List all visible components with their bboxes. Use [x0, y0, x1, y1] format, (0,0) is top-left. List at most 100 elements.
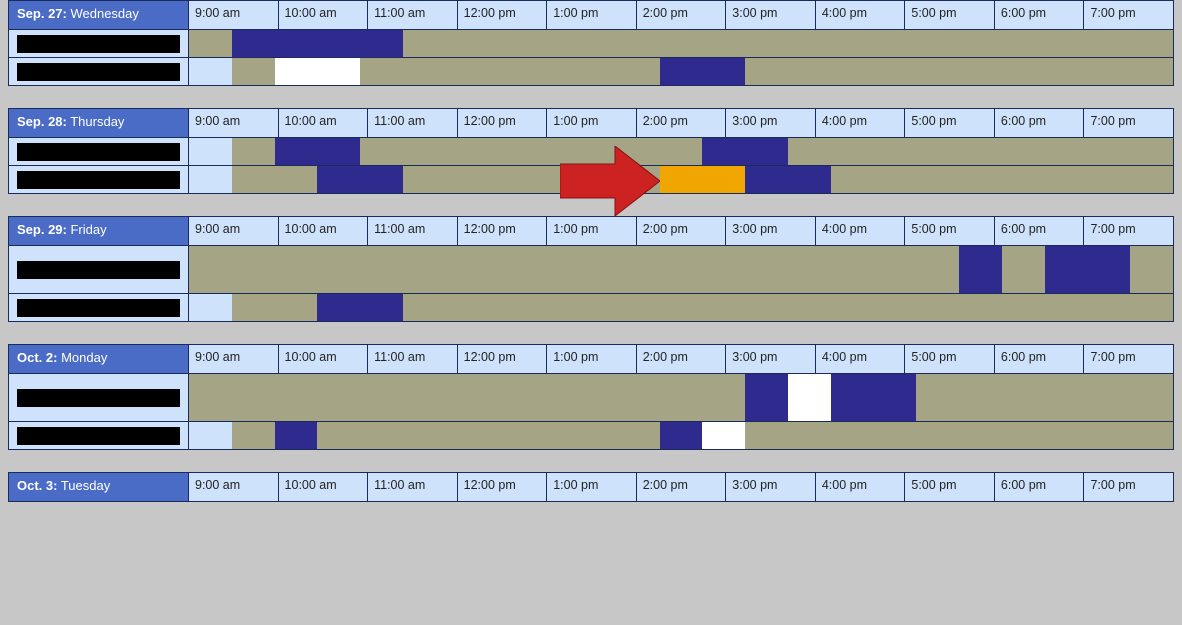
- person-label-cell: [9, 374, 189, 421]
- time-header-cell: 6:00 pm: [995, 109, 1085, 137]
- date-weekday: Monday: [57, 350, 107, 365]
- person-row: [9, 421, 1173, 449]
- availability-timeline[interactable]: [189, 138, 1173, 165]
- time-header-cell: 10:00 am: [279, 1, 369, 29]
- availability-segment-busy[interactable]: [702, 138, 788, 165]
- time-header-cell: 1:00 pm: [547, 1, 637, 29]
- person-row: [9, 245, 1173, 293]
- date-cell: Sep. 28: Thursday: [9, 109, 189, 137]
- time-header-cell: 5:00 pm: [905, 345, 995, 373]
- availability-segment-free[interactable]: [788, 374, 831, 421]
- person-row: [9, 57, 1173, 85]
- person-name-redacted: [17, 389, 180, 407]
- person-row: [9, 293, 1173, 321]
- date-bold: Sep. 28:: [17, 114, 67, 129]
- availability-timeline[interactable]: [189, 374, 1173, 421]
- availability-segment-busy[interactable]: [1045, 246, 1131, 293]
- day-block: Oct. 3: Tuesday9:00 am10:00 am11:00 am12…: [8, 472, 1174, 502]
- availability-timeline[interactable]: [189, 166, 1173, 193]
- time-header-cell: 11:00 am: [368, 1, 458, 29]
- time-header-cell: 12:00 pm: [458, 217, 548, 245]
- availability-segment-busy[interactable]: [317, 294, 403, 321]
- time-header-cell: 10:00 am: [279, 109, 369, 137]
- time-header-cell: 5:00 pm: [905, 1, 995, 29]
- time-header-cells: 9:00 am10:00 am11:00 am12:00 pm1:00 pm2:…: [189, 217, 1173, 245]
- time-header-cell: 1:00 pm: [547, 109, 637, 137]
- time-header-cell: 9:00 am: [189, 473, 279, 501]
- time-header-cell: 10:00 am: [279, 345, 369, 373]
- time-header-cells: 9:00 am10:00 am11:00 am12:00 pm1:00 pm2:…: [189, 109, 1173, 137]
- availability-segment-avail-left: [189, 166, 232, 193]
- availability-segment-busy[interactable]: [831, 374, 917, 421]
- time-header-cell: 7:00 pm: [1084, 217, 1173, 245]
- availability-segment-free[interactable]: [275, 58, 361, 85]
- availability-timeline[interactable]: [189, 246, 1173, 293]
- time-header-cell: 4:00 pm: [816, 345, 906, 373]
- time-header-cell: 2:00 pm: [637, 1, 727, 29]
- time-header-cell: 3:00 pm: [726, 473, 816, 501]
- date-cell: Oct. 3: Tuesday: [9, 473, 189, 501]
- person-name-redacted: [17, 261, 180, 279]
- time-header-cell: 9:00 am: [189, 217, 279, 245]
- person-label-cell: [9, 246, 189, 293]
- time-header-cell: 4:00 pm: [816, 109, 906, 137]
- date-bold: Sep. 27:: [17, 6, 67, 21]
- person-label-cell: [9, 422, 189, 449]
- availability-timeline[interactable]: [189, 294, 1173, 321]
- time-header-cells: 9:00 am10:00 am11:00 am12:00 pm1:00 pm2:…: [189, 473, 1173, 501]
- time-header-cell: 5:00 pm: [905, 109, 995, 137]
- availability-segment-avail-left: [189, 138, 232, 165]
- day-block: Sep. 28: Thursday9:00 am10:00 am11:00 am…: [8, 108, 1174, 194]
- availability-timeline[interactable]: [189, 30, 1173, 57]
- availability-segment-busy[interactable]: [275, 422, 318, 449]
- availability-segment-busy[interactable]: [232, 30, 403, 57]
- person-label-cell: [9, 138, 189, 165]
- availability-segment-busy[interactable]: [745, 374, 788, 421]
- time-header-cell: 9:00 am: [189, 1, 279, 29]
- time-header-cell: 9:00 am: [189, 109, 279, 137]
- person-row: [9, 373, 1173, 421]
- day-header-row: Sep. 29: Friday9:00 am10:00 am11:00 am12…: [9, 217, 1173, 245]
- time-header-cell: 4:00 pm: [816, 1, 906, 29]
- time-header-cell: 1:00 pm: [547, 473, 637, 501]
- time-header-cell: 7:00 pm: [1084, 1, 1173, 29]
- availability-segment-highlight[interactable]: [660, 166, 746, 193]
- time-header-cell: 9:00 am: [189, 345, 279, 373]
- time-header-cell: 1:00 pm: [547, 345, 637, 373]
- availability-timeline[interactable]: [189, 58, 1173, 85]
- availability-segment-busy[interactable]: [959, 246, 1002, 293]
- availability-timeline[interactable]: [189, 422, 1173, 449]
- availability-segment-avail-left: [189, 294, 232, 321]
- person-row: [9, 165, 1173, 193]
- time-header-cell: 4:00 pm: [816, 217, 906, 245]
- availability-segment-busy[interactable]: [275, 138, 361, 165]
- time-header-cell: 6:00 pm: [995, 473, 1085, 501]
- day-block: Sep. 29: Friday9:00 am10:00 am11:00 am12…: [8, 216, 1174, 322]
- time-header-cell: 3:00 pm: [726, 109, 816, 137]
- availability-segment-busy[interactable]: [745, 166, 831, 193]
- day-header-row: Oct. 3: Tuesday9:00 am10:00 am11:00 am12…: [9, 473, 1173, 501]
- time-header-cell: 11:00 am: [368, 345, 458, 373]
- time-header-cell: 2:00 pm: [637, 345, 727, 373]
- time-header-cells: 9:00 am10:00 am11:00 am12:00 pm1:00 pm2:…: [189, 1, 1173, 29]
- date-weekday: Thursday: [67, 114, 125, 129]
- date-cell: Sep. 29: Friday: [9, 217, 189, 245]
- time-header-cells: 9:00 am10:00 am11:00 am12:00 pm1:00 pm2:…: [189, 345, 1173, 373]
- time-header-cell: 10:00 am: [279, 217, 369, 245]
- time-header-cell: 11:00 am: [368, 109, 458, 137]
- availability-segment-busy[interactable]: [660, 58, 746, 85]
- highlight-arrow-icon: [560, 146, 660, 216]
- person-name-redacted: [17, 171, 180, 189]
- day-header-row: Sep. 28: Thursday9:00 am10:00 am11:00 am…: [9, 109, 1173, 137]
- availability-segment-free[interactable]: [702, 422, 745, 449]
- date-weekday: Tuesday: [57, 478, 110, 493]
- date-bold: Sep. 29:: [17, 222, 67, 237]
- time-header-cell: 3:00 pm: [726, 345, 816, 373]
- time-header-cell: 7:00 pm: [1084, 473, 1173, 501]
- availability-segment-busy[interactable]: [660, 422, 703, 449]
- availability-segment-busy[interactable]: [317, 166, 403, 193]
- time-header-cell: 4:00 pm: [816, 473, 906, 501]
- time-header-cell: 1:00 pm: [547, 217, 637, 245]
- time-header-cell: 5:00 pm: [905, 217, 995, 245]
- person-name-redacted: [17, 143, 180, 161]
